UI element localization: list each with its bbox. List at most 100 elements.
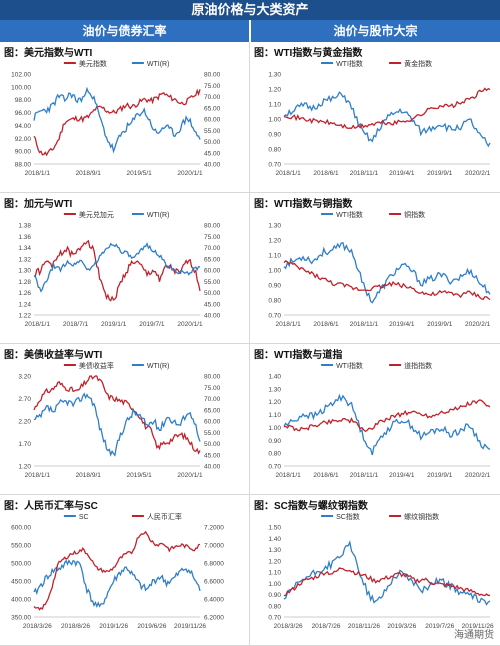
y-tick-label: 1.28 [18,279,31,286]
y-tick-label: 1.34 [18,245,31,252]
chart-title: 图：SC指数与螺纹钢指数 [254,501,368,512]
legend-label: 螺纹钢指数 [404,512,439,521]
chart-svg: WTI指数 铜指数1.301.201.101.000.900.800.702018… [268,210,491,328]
legend-label: WTI(R) [147,363,170,370]
series-line-1 [33,88,201,157]
x-tick-label: 2018/11/1 [350,170,379,177]
chart-panel-wti-dow: 图：WTI指数与道指 WTI指数 道指指数 1.40 1.30 1.20 1.10 1.00 0… [250,344,500,495]
y-tick-label: 1.70 [18,441,31,448]
y2-tick-label: 55.00 [204,279,221,286]
chart-title: 图：美元指数与WTI [4,48,93,59]
chart-grid: 图：美元指数与WTI 美元指数 WTI(R) 102.00 100.00 98.00 96.… [0,42,500,646]
legend-label: 黄金指数 [404,59,432,68]
y-tick-label: 0.80 [268,603,281,610]
y2-tick-label: 6.4000 [204,597,224,604]
y-tick-label: 1.20 [268,399,281,406]
series-line-2 [283,87,491,130]
y-tick-label: 0.70 [268,313,281,320]
chart-title: 图：人民币汇率与SC [4,501,98,512]
y-tick-label: 1.24 [18,301,31,308]
x-tick-label: 2019/9/1 [427,472,453,479]
y-tick-label: 1.00 [268,425,281,432]
y-tick-label: 1.10 [268,570,281,577]
y-tick-label: 1.50 [268,525,281,532]
chart-legend: SC指数 螺纹钢指数 [321,512,439,521]
x-tick-label: 2018/3/26 [274,623,303,630]
legend-label: 美元兑加元 [79,210,114,219]
y2-tick-label: 40.00 [204,162,221,169]
x-tick-label: 2018/6/1 [313,321,339,328]
chart-legend: SC 人民币汇率 [63,512,182,521]
y2-tick-label: 45.00 [204,452,221,459]
y-tick-label: 600.00 [11,525,31,532]
x-tick-label: 2018/1/1 [275,170,301,177]
x-tick-label: 2018/9/1 [76,170,102,177]
chart-title: 图：WTI指数与黄金指数 [254,48,363,59]
chart-legend: 美元兑加元 WTI(R) [63,210,169,219]
chart-panel-ust-wti: 图：美债收益率与WTI 美债收益率 WTI(R) 3.20 2.70 2.20 1.70 1.… [0,344,250,495]
y-tick-label: 1.40 [268,374,281,381]
chart-panel-cny-sc: 图：人民币汇率与SC SC 人民币汇率 600.00 550.00 500.00 450.0… [0,495,250,646]
legend-label: WTI指数 [336,59,363,68]
y-tick-label: 450.00 [11,579,31,586]
x-tick-label: 2019/4/1 [389,321,415,328]
y-tick-label: 94.00 [15,123,32,130]
y-tick-label: 0.80 [268,147,281,154]
y-tick-label: 1.20 [268,238,281,245]
y2-tick-label: 40.00 [204,464,221,471]
y2-tick-label: 65.00 [204,256,221,263]
y-tick-label: 0.80 [268,451,281,458]
x-tick-label: 2018/1/1 [275,472,301,479]
series-line-2 [33,242,201,293]
x-tick-label: 2019/9/1 [427,321,453,328]
chart-legend: WTI指数 铜指数 [321,210,425,219]
x-tick-label: 2020/1/1 [177,472,203,479]
page-title-text: 原油价格与大类资产 [191,2,309,17]
chart-svg: WTI指数 黄金指数1.301.201.101.000.900.800.70201… [268,59,491,177]
chart-title: 图：WTI指数与道指 [254,350,343,361]
y-tick-label: 92.00 [15,136,32,143]
y2-tick-label: 50.00 [204,441,221,448]
legend-label: 美债收益率 [79,361,114,370]
chart-svg: SC指数 螺纹钢指数 1.50 1.40 1.30 1.20 1.10 1.00 0.90 0.8… [268,512,494,630]
x-tick-label: 2018/11/1 [350,472,379,479]
series-line-1 [283,241,491,304]
y-tick-label: 88.00 [15,162,32,169]
chart-panel-dxy-wti: 图：美元指数与WTI 美元指数 WTI(R) 102.00 100.00 98.00 96.… [0,42,250,193]
x-tick-label: 2018/9/1 [76,472,102,479]
chart-panel-wti-copper: 图：WTI指数与铜指数 WTI指数 铜指数 1.30 1.20 1.10 1.00 0.90 0… [250,193,500,344]
y-tick-label: 1.30 [268,223,281,230]
chart-title: 图：加元与WTI [4,199,73,210]
legend-label: 铜指数 [404,210,425,219]
x-tick-label: 2019/7/1 [139,321,165,328]
y-tick-label: 1.30 [268,72,281,79]
legend-label: SC [79,514,89,521]
y-tick-label: 102.00 [11,72,31,79]
series-line-1 [283,393,491,456]
x-tick-label: 2019/9/1 [427,170,453,177]
chart-svg: 美元兑加元 WTI(R) 1.38 1.36 1.34 1.32 1.30 1.28 1.26 1… [18,210,221,328]
y-tick-label: 1.30 [268,547,281,554]
y2-tick-label: 80.00 [204,223,221,230]
series-line-2 [284,567,491,597]
y-tick-label: 1.10 [268,102,281,109]
y-tick-label: 1.10 [268,412,281,419]
y-tick-label: 2.20 [18,419,31,426]
x-tick-label: 2019/1/26 [99,623,128,630]
y-tick-label: 550.00 [11,543,31,550]
chart-panel-sc-rebar: 图：SC指数与螺纹钢指数 SC指数 螺纹钢指数 1.50 1.40 1.30 1.20 1.1… [250,495,500,646]
chart-legend: 美元指数 WTI(R) [63,59,169,68]
x-tick-label: 2018/6/1 [313,472,339,479]
y2-tick-label: 6.6000 [204,579,224,586]
y2-tick-label: 60.00 [204,419,221,426]
y-tick-label: 98.00 [15,97,32,104]
y-tick-label: 1.00 [268,268,281,275]
x-tick-label: 2019/11/26 [462,623,494,630]
y2-tick-label: 40.00 [204,313,221,320]
y2-tick-label: 55.00 [204,128,221,135]
x-tick-label: 2019/5/1 [126,472,152,479]
x-tick-label: 2020/2/1 [465,472,491,479]
x-tick-label: 2020/1/1 [177,170,203,177]
series-line-1 [283,540,491,606]
x-tick-label: 2018/11/26 [348,623,380,630]
